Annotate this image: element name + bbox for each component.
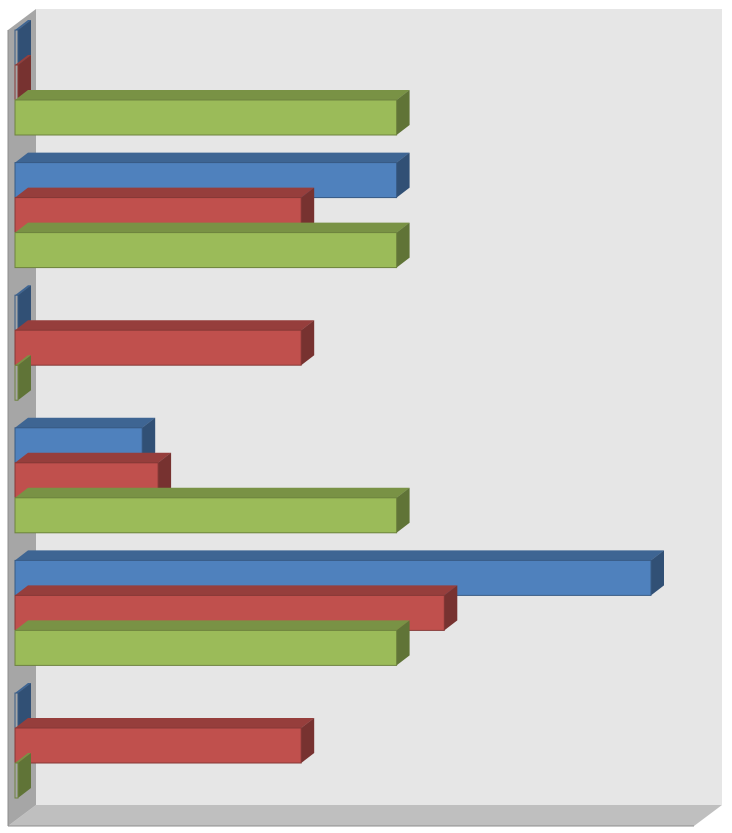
bar-cat-6-series-2 bbox=[14, 727, 302, 764]
bar-cat-6-series-2-side bbox=[301, 718, 315, 763]
bar-cat-4-series-1-side bbox=[142, 417, 156, 463]
bar-cat-6-series-1-top bbox=[15, 683, 31, 693]
bar-cat-3-series-3-side bbox=[18, 355, 31, 401]
bars-layer bbox=[14, 20, 664, 799]
bar-cat-1-series-3-top bbox=[15, 90, 410, 100]
bar-cat-5-series-1-top bbox=[15, 550, 664, 561]
bar-cat-1-series-2-side bbox=[18, 55, 31, 100]
bar-cat-3-series-3-top bbox=[15, 355, 31, 366]
bar-cat-4-series-1-top bbox=[15, 417, 156, 428]
bar-cat-2-series-1-top bbox=[15, 152, 410, 163]
bar-cat-1-series-1-top bbox=[15, 20, 31, 30]
bar-cat-5-series-3-side bbox=[396, 620, 410, 666]
bar-cat-3-series-1-side bbox=[18, 285, 31, 331]
bar-cat-6-series-3-side bbox=[18, 753, 31, 798]
bar-cat-3-series-1-top bbox=[15, 285, 31, 296]
bar-cat-3-series-2 bbox=[14, 329, 302, 366]
bar-cat-5-series-1-side bbox=[651, 550, 664, 596]
bar-cat-4-series-2-side bbox=[158, 452, 172, 498]
bar-cat-3-series-2-side bbox=[301, 320, 315, 366]
bar-cat-4-series-3-side bbox=[396, 487, 410, 533]
bar-cat-1-series-1-side bbox=[18, 20, 31, 65]
bar-cat-3-series-3 bbox=[14, 364, 19, 401]
bar-cat-5-series-2-top bbox=[15, 585, 458, 596]
bar-cat-3-series-2-top bbox=[15, 320, 315, 331]
bar-cat-2-series-2-top bbox=[15, 187, 315, 198]
bar-cat-4-series-3-top bbox=[15, 487, 410, 498]
bar-cat-2-series-3-side bbox=[396, 222, 410, 268]
bar-cat-6-series-3-top bbox=[15, 753, 31, 763]
bar-cat-2-series-3-top bbox=[15, 222, 410, 233]
bar-cat-4-series-3 bbox=[14, 497, 398, 534]
bar-cat-2-series-1-side bbox=[396, 152, 410, 198]
bar-cat-4-series-2-top bbox=[15, 452, 172, 463]
bar-cat-1-series-3 bbox=[14, 99, 398, 136]
bar-cat-6-series-2-top bbox=[15, 718, 315, 728]
bar-cat-5-series-3 bbox=[14, 629, 398, 666]
bar-cat-2-series-3 bbox=[14, 232, 398, 269]
bar-cat-6-series-3 bbox=[14, 762, 19, 799]
bar-cat-1-series-2-top bbox=[15, 55, 31, 65]
bar-cat-2-series-2-side bbox=[301, 187, 315, 233]
bar-cat-5-series-3-top bbox=[15, 620, 410, 631]
bar-cat-5-series-2-side bbox=[444, 585, 458, 631]
bar-cat-1-series-3-side bbox=[396, 90, 410, 135]
bar-cat-6-series-1-side bbox=[18, 683, 31, 728]
chart-floor bbox=[8, 805, 722, 826]
